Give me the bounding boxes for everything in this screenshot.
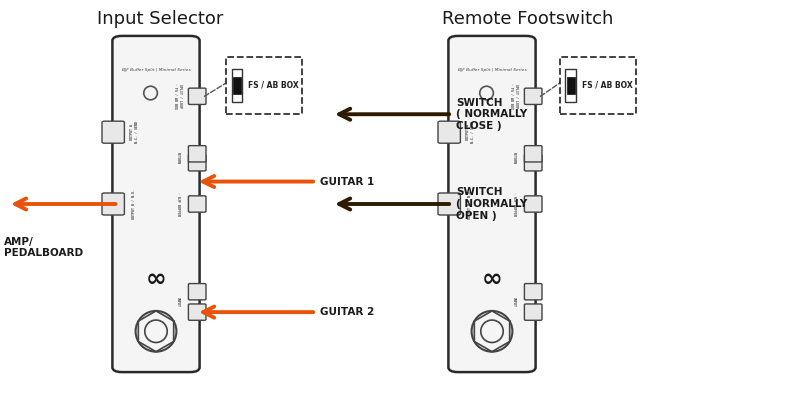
FancyBboxPatch shape	[102, 121, 125, 143]
Bar	[566, 78, 574, 94]
Bar	[226, 57, 302, 114]
Text: BJF Buffer Split | Minimal Series: BJF Buffer Split | Minimal Series	[122, 68, 190, 72]
Text: OUTPUT B / N.O.: OUTPUT B / N.O.	[468, 189, 472, 219]
Text: ∞: ∞	[146, 267, 166, 291]
Text: AMP/
PEDALBOARD: AMP/ PEDALBOARD	[4, 237, 83, 258]
Text: GUITAR 1: GUITAR 1	[320, 177, 374, 186]
FancyBboxPatch shape	[525, 284, 542, 300]
Text: · BJF BUFFER: · BJF BUFFER	[176, 192, 180, 216]
FancyBboxPatch shape	[438, 121, 461, 143]
FancyBboxPatch shape	[189, 196, 206, 212]
Text: OUTPUT A
N.C. / SEND: OUTPUT A N.C. / SEND	[466, 121, 474, 143]
FancyBboxPatch shape	[189, 155, 206, 171]
Bar	[560, 57, 636, 114]
Text: Input Selector: Input Selector	[97, 10, 223, 28]
Text: FS / AB BOX: FS / AB BOX	[582, 80, 633, 89]
Bar	[566, 69, 576, 102]
FancyBboxPatch shape	[112, 36, 200, 372]
Text: RETURN: RETURN	[512, 152, 516, 164]
FancyBboxPatch shape	[525, 196, 542, 212]
Text: FS / AB BOX: FS / AB BOX	[248, 80, 299, 89]
FancyBboxPatch shape	[525, 88, 542, 104]
FancyBboxPatch shape	[189, 88, 206, 104]
FancyBboxPatch shape	[525, 155, 542, 171]
Text: · BJF BUFFER: · BJF BUFFER	[512, 192, 516, 216]
Text: RETURN: RETURN	[176, 152, 180, 164]
Text: INPUT: INPUT	[176, 297, 180, 307]
Text: SWITCH
( NORMALLY
OPEN ): SWITCH ( NORMALLY OPEN )	[456, 187, 527, 221]
Text: ∞: ∞	[482, 267, 502, 291]
Bar	[233, 78, 241, 94]
Text: GUITAR 2: GUITAR 2	[320, 307, 374, 317]
Text: SPLIT / LOOP
· FS / AB BOX: SPLIT / LOOP · FS / AB BOX	[510, 83, 518, 109]
FancyBboxPatch shape	[438, 193, 461, 215]
Text: INPUT: INPUT	[512, 297, 516, 307]
Text: OUTPUT B / N.O.: OUTPUT B / N.O.	[132, 189, 136, 219]
FancyBboxPatch shape	[189, 146, 206, 162]
FancyBboxPatch shape	[189, 304, 206, 320]
Text: Remote Footswitch: Remote Footswitch	[442, 10, 614, 28]
Text: OUTPUT A
N.C. / SEND: OUTPUT A N.C. / SEND	[130, 121, 138, 143]
Text: SPLIT / LOOP
· FS / AB BOX: SPLIT / LOOP · FS / AB BOX	[174, 83, 182, 109]
FancyBboxPatch shape	[525, 146, 542, 162]
Bar	[232, 69, 242, 102]
FancyBboxPatch shape	[189, 284, 206, 300]
FancyBboxPatch shape	[102, 193, 125, 215]
Text: BJF Buffer Split | Minimal Series: BJF Buffer Split | Minimal Series	[458, 68, 526, 72]
FancyBboxPatch shape	[525, 304, 542, 320]
FancyBboxPatch shape	[448, 36, 536, 372]
Text: SWITCH
( NORMALLY
CLOSE ): SWITCH ( NORMALLY CLOSE )	[456, 98, 527, 131]
